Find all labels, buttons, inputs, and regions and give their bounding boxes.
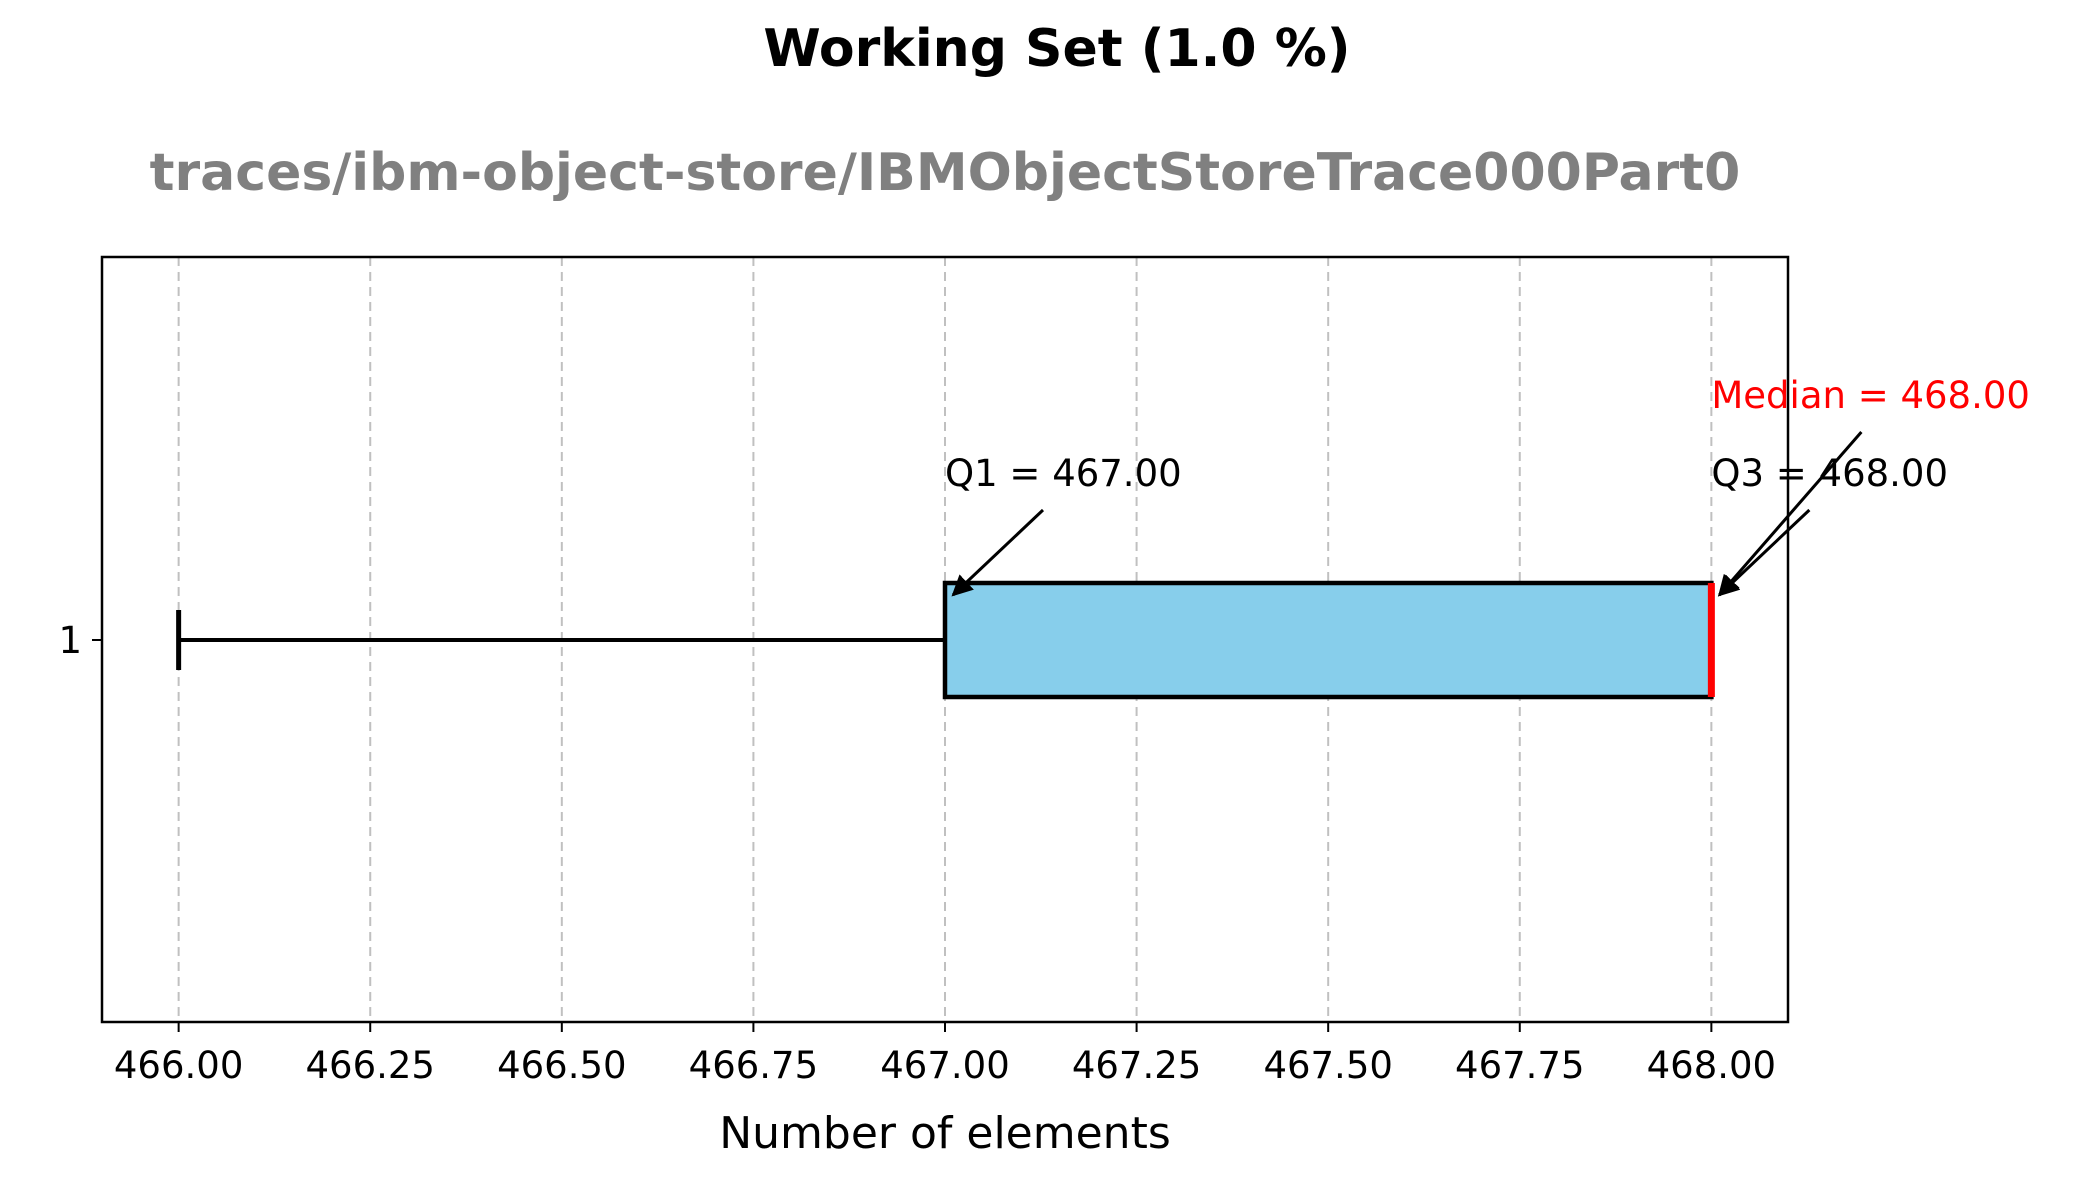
iqr-box xyxy=(942,580,1714,700)
boxplot xyxy=(176,580,1715,700)
y-tick-label: 1 xyxy=(58,619,82,662)
x-tick-label: 467.50 xyxy=(1263,1044,1392,1087)
x-tick-label: 466.25 xyxy=(305,1044,434,1087)
q3-arrow xyxy=(1717,508,1811,597)
annotations: Q1 = 467.00 Q3 = 468.00 Median = 468.00 xyxy=(945,374,2030,597)
x-axis-ticks: 466.00 466.25 466.50 466.75 467.00 467.25 467.… xyxy=(114,1022,1776,1087)
x-tick-label: 467.00 xyxy=(880,1044,1009,1087)
y-axis-ticks: 1 xyxy=(58,619,102,662)
x-tick-label: 468.00 xyxy=(1647,1044,1776,1087)
median-arrow xyxy=(1717,431,1863,597)
q1-arrow xyxy=(951,508,1045,597)
median-annotation: Median = 468.00 xyxy=(1711,374,2030,417)
x-tick-label: 467.25 xyxy=(1072,1044,1201,1087)
x-tick-label: 466.00 xyxy=(114,1044,243,1087)
chart-subtitle: traces/ibm-object-store/IBMObjectStoreTr… xyxy=(150,143,1741,203)
x-tick-label: 466.50 xyxy=(497,1044,626,1087)
x-axis-label: Number of elements xyxy=(719,1108,1171,1159)
q3-annotation: Q3 = 468.00 xyxy=(1711,452,1948,495)
chart-title: Working Set (1.0 %) xyxy=(763,19,1350,79)
q1-annotation: Q1 = 467.00 xyxy=(945,452,1182,495)
x-tick-label: 467.75 xyxy=(1455,1044,1584,1087)
x-tick-label: 466.75 xyxy=(689,1044,818,1087)
